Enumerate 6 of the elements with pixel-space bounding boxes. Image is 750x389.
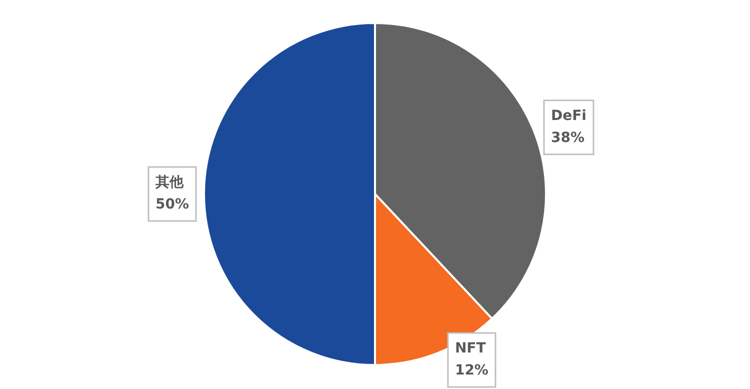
slice-label: NFT: [454, 340, 486, 357]
data-label: 12%: [454, 362, 488, 379]
slice-label: DeFi: [550, 108, 586, 124]
slice-label: 其他: [154, 174, 184, 191]
data-label: 50%: [155, 196, 190, 213]
data-label: 38%: [550, 130, 585, 146]
